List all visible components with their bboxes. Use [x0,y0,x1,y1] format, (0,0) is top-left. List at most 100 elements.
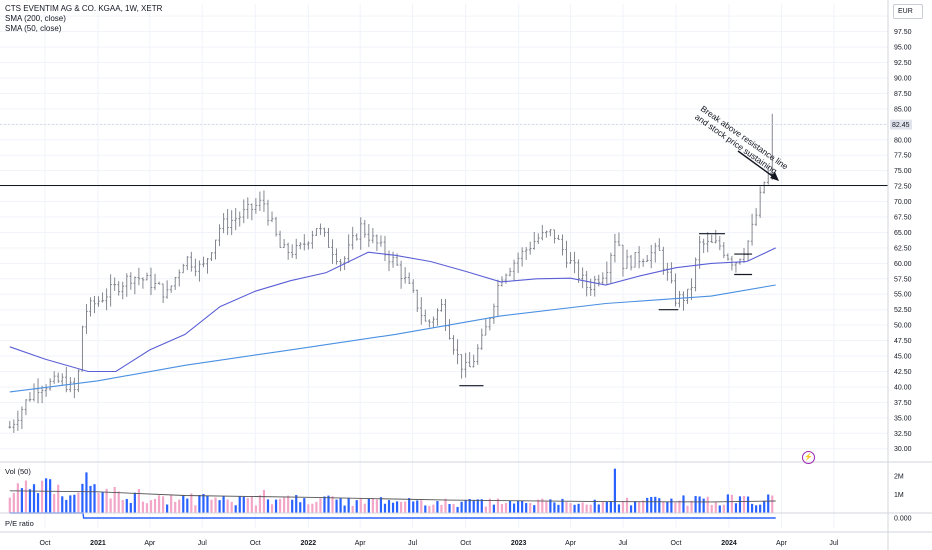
volume-bar [714,501,717,513]
volume-bar [492,504,495,513]
price-bar [698,235,701,269]
currency-selector[interactable]: EUR [893,4,923,19]
volume-bar [242,496,245,513]
price-bar [153,273,157,290]
volume-bar [488,498,491,513]
volume-bar [746,496,750,513]
volume-bar [565,502,568,513]
price-bar [722,241,726,259]
price-bar [419,297,423,325]
price-tick-label: 70.00 [894,199,912,206]
price-bar [302,234,306,251]
price-bar [710,234,714,243]
volume-bar [726,494,729,513]
price-bar [161,283,165,304]
price-bar [504,273,508,284]
price-bar [492,303,496,324]
volume-bar [553,502,556,513]
price-bar [460,354,463,379]
price-bar [351,226,354,250]
annotation-line: Break above resistance line [699,103,790,171]
volume-tick-label: 1M [894,492,904,499]
price-bar [64,366,68,393]
price-bar [496,279,500,317]
price-bar [12,419,16,433]
price-bar [262,190,266,212]
price-bar [545,230,548,238]
price-bar [319,223,322,235]
price-bar [145,272,149,281]
price-tick-label: 87.50 [894,91,912,98]
volume-bar [186,498,189,513]
price-bar [323,227,326,237]
price-bar [185,256,189,271]
price-bar [706,232,710,253]
price-bar [157,281,161,285]
volume-bar [597,504,600,513]
price-bar [77,369,80,393]
lightning-icon[interactable]: ⚡ [802,451,815,464]
price-tick-label: 60.00 [894,261,912,268]
price-bar [762,181,766,194]
volume-bar [573,504,576,513]
price-bar [476,344,480,365]
price-bar [311,230,314,249]
volume-bar [343,505,346,513]
price-bar [93,296,96,314]
price-bar [52,371,56,384]
volume-bar [541,498,544,513]
price-bar [246,197,250,219]
volume-bar [153,499,157,513]
volume-bar [323,496,326,513]
price-bar [238,211,242,227]
volume-label: Vol (50) [5,467,31,476]
time-tick-label: 2024 [721,540,737,547]
volume-bar [521,500,524,513]
price-bar [315,228,318,236]
volume-pane [8,468,776,513]
price-bar [363,219,367,238]
last-price-label: 82.45 [892,122,910,129]
volume-bar [327,495,330,513]
price-bar [440,298,443,312]
volume-bar [299,502,302,513]
pe-pane [9,512,776,519]
volume-bar [174,501,177,513]
volume-bar [145,503,149,513]
price-tick-label: 65.00 [894,230,912,237]
price-bar [97,296,100,307]
price-bar [415,289,419,312]
volume-bar [93,484,96,513]
price-bar [40,385,44,404]
volume-bar [85,472,88,513]
price-bar [730,255,734,271]
volume-bar [529,503,532,513]
price-bar [690,278,693,301]
price-bar [121,281,125,300]
price-bar [218,224,221,247]
price-tick-label: 37.50 [894,400,912,407]
time-tick-label: Apr [565,540,577,547]
volume-bar [629,505,633,513]
volume-bar [36,493,40,513]
volume-bar [73,494,76,513]
price-tick-label: 75.00 [894,168,912,175]
price-bar [645,255,649,263]
price-tick-label: 47.50 [894,338,912,345]
price-tick-label: 85.00 [894,106,912,113]
volume-bar [472,500,475,513]
volume-bar [363,503,366,513]
pe-label: P/E ratio [5,519,34,528]
price-tick-label: 97.50 [894,29,912,36]
price-bar [383,235,387,262]
volume-bar [484,506,487,513]
volume-bar [355,500,358,513]
pe-tick-label: 0.000 [894,516,912,523]
price-bar [101,292,104,303]
price-bar [472,354,476,368]
price-bar [403,267,407,284]
price-bar [81,325,84,372]
volume-bar [395,501,399,513]
